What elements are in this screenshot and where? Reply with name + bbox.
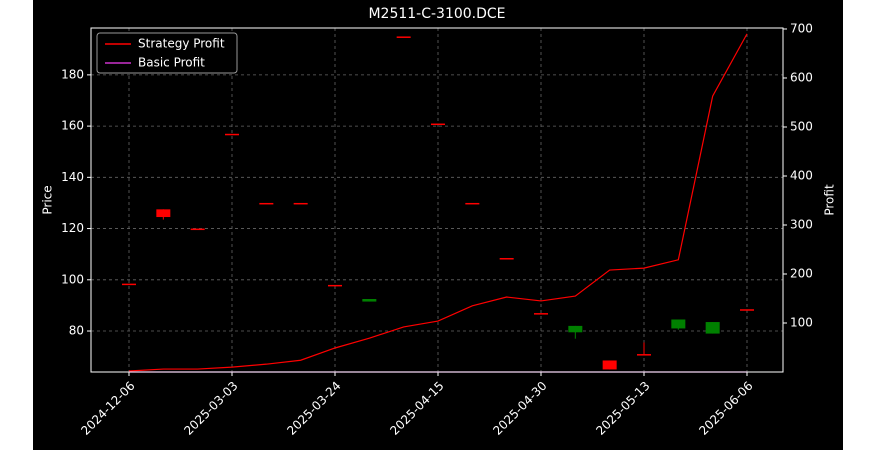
y2-tick-label: 500 xyxy=(790,119,813,133)
legend-box xyxy=(96,32,238,74)
candle-body xyxy=(431,123,445,126)
candle-body xyxy=(396,36,411,38)
y-tick-label: 140 xyxy=(61,170,84,184)
candle-body xyxy=(499,258,514,260)
y2-axis-label: Profit xyxy=(823,184,837,216)
legend-label: Basic Profit xyxy=(138,56,205,70)
y2-tick-label: 300 xyxy=(790,217,813,231)
candle-body xyxy=(671,319,686,329)
legend-label: Strategy Profit xyxy=(138,37,225,51)
candle-body xyxy=(740,309,754,311)
candle-body xyxy=(705,322,720,334)
candle-body xyxy=(122,283,136,286)
y-tick-label: 180 xyxy=(61,67,84,81)
y2-tick-label: 600 xyxy=(790,70,813,84)
y-tick-label: 160 xyxy=(61,119,84,133)
candle-body xyxy=(362,298,377,302)
plot-frame xyxy=(90,27,784,373)
candle-body xyxy=(156,209,171,218)
y2-tick-label: 700 xyxy=(790,21,813,35)
y2-tick-label: 100 xyxy=(790,315,813,329)
candle-body xyxy=(293,202,308,205)
y-tick-label: 80 xyxy=(69,324,84,338)
candle-body xyxy=(328,284,342,287)
candle-body xyxy=(534,313,548,315)
candle-body xyxy=(190,228,205,231)
candle-body xyxy=(225,133,239,136)
y2-tick-label: 400 xyxy=(790,168,813,182)
profit-line xyxy=(128,33,748,372)
y-tick-label: 120 xyxy=(61,221,84,235)
y-axis-label: Price xyxy=(41,185,55,214)
y-tick-label: 100 xyxy=(61,272,84,286)
candle-body xyxy=(465,202,480,205)
y2-tick-label: 200 xyxy=(790,266,813,280)
candle-body xyxy=(602,360,617,370)
candle-body xyxy=(259,202,274,205)
chart-title: M2511-C-3100.DCE xyxy=(368,6,505,22)
candle-body xyxy=(568,325,583,333)
candle-body xyxy=(637,354,651,356)
